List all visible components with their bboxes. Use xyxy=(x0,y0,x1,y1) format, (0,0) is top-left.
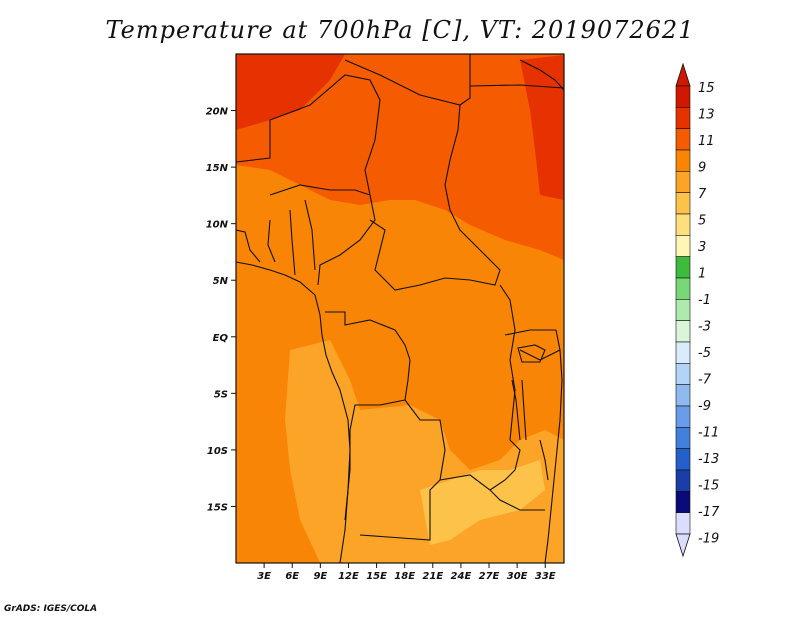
border-chad-sudan xyxy=(444,104,481,251)
colorbar-label: 1 xyxy=(698,267,706,282)
latitude-axis: 20N 15N 10N 5N EQ 5S 10S 15S xyxy=(206,107,236,513)
lat-tick-label: 20N xyxy=(206,107,229,118)
colorbar-swatch xyxy=(675,213,691,236)
colorbar-swatch xyxy=(675,320,691,343)
colorbar-swatch xyxy=(675,299,691,321)
colorbar-swatch xyxy=(675,235,691,257)
border-tanzania xyxy=(519,349,561,361)
border-nigeria xyxy=(269,184,376,286)
border-car xyxy=(369,219,501,291)
field-region-coastal-warm xyxy=(236,360,320,563)
colorbar-swatch xyxy=(675,85,691,108)
border-drc xyxy=(344,399,406,521)
field-region-northeast xyxy=(520,55,564,200)
colorbar-label: 9 xyxy=(698,161,706,176)
colorbar-label: 3 xyxy=(698,240,706,255)
colorbar-swatch xyxy=(675,107,691,129)
colorbar-label: -11 xyxy=(698,426,719,441)
map-frame xyxy=(235,53,565,564)
lat-tick-label: 15S xyxy=(207,502,228,513)
lat-tick-label: 5N xyxy=(213,276,229,287)
colorbar-swatch xyxy=(675,512,691,535)
colorbar-label: 5 xyxy=(698,214,706,229)
colorbar: 15 13 11 9 7 5 3 1 -1 -3 -5 -7 -9 -11 -13 -15 -17 -19 xyxy=(675,62,720,558)
colorbar-swatch xyxy=(675,256,691,279)
colorbar-swatch xyxy=(675,171,691,193)
lat-tick-label: 5S xyxy=(214,389,228,400)
map-title: Temperature at 700hPa [C], VT: 201907262… xyxy=(105,16,695,44)
lon-tick-label: 24E xyxy=(451,571,472,582)
colorbar-swatch xyxy=(675,469,691,492)
colorbar-label: -15 xyxy=(698,479,719,494)
colorbar-label: -1 xyxy=(698,293,711,308)
border-zambia xyxy=(439,474,545,511)
colorbar-label: -9 xyxy=(698,399,711,414)
border-drc-east xyxy=(489,284,521,491)
border-sahara-1 xyxy=(236,74,381,196)
coastline-west-africa xyxy=(236,261,351,563)
border-angola xyxy=(359,399,446,541)
lon-tick-label: 21E xyxy=(422,571,443,582)
temperature-field xyxy=(236,54,564,563)
lat-tick-label: 10S xyxy=(207,446,228,457)
colorbar-swatch xyxy=(675,341,691,364)
field-region-northwest xyxy=(236,54,345,130)
colorbar-swatch xyxy=(675,405,691,428)
colorbar-swatch xyxy=(675,427,691,449)
colorbar-swatch xyxy=(675,363,691,385)
border-ghana xyxy=(289,199,316,276)
lat-tick-label: 15N xyxy=(206,163,229,174)
coastline-east-africa xyxy=(544,329,563,563)
lon-tick-label: 15E xyxy=(366,571,387,582)
lon-tick-label: 27E xyxy=(479,571,500,582)
border-sahara-2 xyxy=(344,54,471,106)
lat-tick-label: EQ xyxy=(213,333,229,344)
colorbar-label: 7 xyxy=(698,187,707,202)
colorbar-label: -3 xyxy=(698,320,711,335)
lon-tick-label: 18E xyxy=(394,571,415,582)
lake-malawi xyxy=(539,439,549,481)
colorbar-swatch xyxy=(675,192,691,215)
lake-victoria xyxy=(517,344,546,363)
border-east xyxy=(469,84,564,89)
field-region-cool-patch xyxy=(420,460,545,545)
colorbar-swatch xyxy=(675,491,691,513)
country-borders xyxy=(236,54,564,563)
colorbar-swatch xyxy=(675,277,691,300)
longitude-axis: 3E 6E 9E 12E 15E 18E 21E 24E 27E 30E 33E xyxy=(257,563,556,582)
colorbar-label: 11 xyxy=(698,134,715,149)
lake-tanganyika xyxy=(511,379,527,441)
colorbar-bottom-triangle xyxy=(675,533,691,558)
colorbar-label: -13 xyxy=(698,452,719,467)
colorbar-label: -19 xyxy=(698,532,719,547)
lon-tick-label: 6E xyxy=(285,571,299,582)
colorbar-swatch xyxy=(675,384,691,407)
lon-tick-label: 3E xyxy=(257,571,271,582)
lon-tick-label: 12E xyxy=(338,571,359,582)
lon-tick-label: 30E xyxy=(507,571,528,582)
colorbar-top-triangle xyxy=(675,62,691,87)
lat-tick-label: 10N xyxy=(206,220,229,231)
credit-label: GrADS: IGES/COLA xyxy=(4,604,98,614)
colorbar-label: 13 xyxy=(698,108,715,123)
colorbar-label: -5 xyxy=(698,346,711,361)
lon-tick-label: 9E xyxy=(313,571,327,582)
colorbar-label: -17 xyxy=(698,505,720,520)
border-gabon-congo xyxy=(325,311,411,401)
lon-tick-label: 33E xyxy=(535,571,556,582)
colorbar-label: 15 xyxy=(698,81,715,96)
border-uganda-kenya xyxy=(504,329,556,336)
colorbar-swatch xyxy=(675,448,691,471)
colorbar-label: -7 xyxy=(698,373,712,388)
field-region-sahel xyxy=(236,54,564,260)
border-sw xyxy=(236,219,276,263)
colorbar-swatch xyxy=(675,128,691,151)
border-north-east-outline xyxy=(519,59,564,91)
colorbar-swatch xyxy=(675,149,691,172)
